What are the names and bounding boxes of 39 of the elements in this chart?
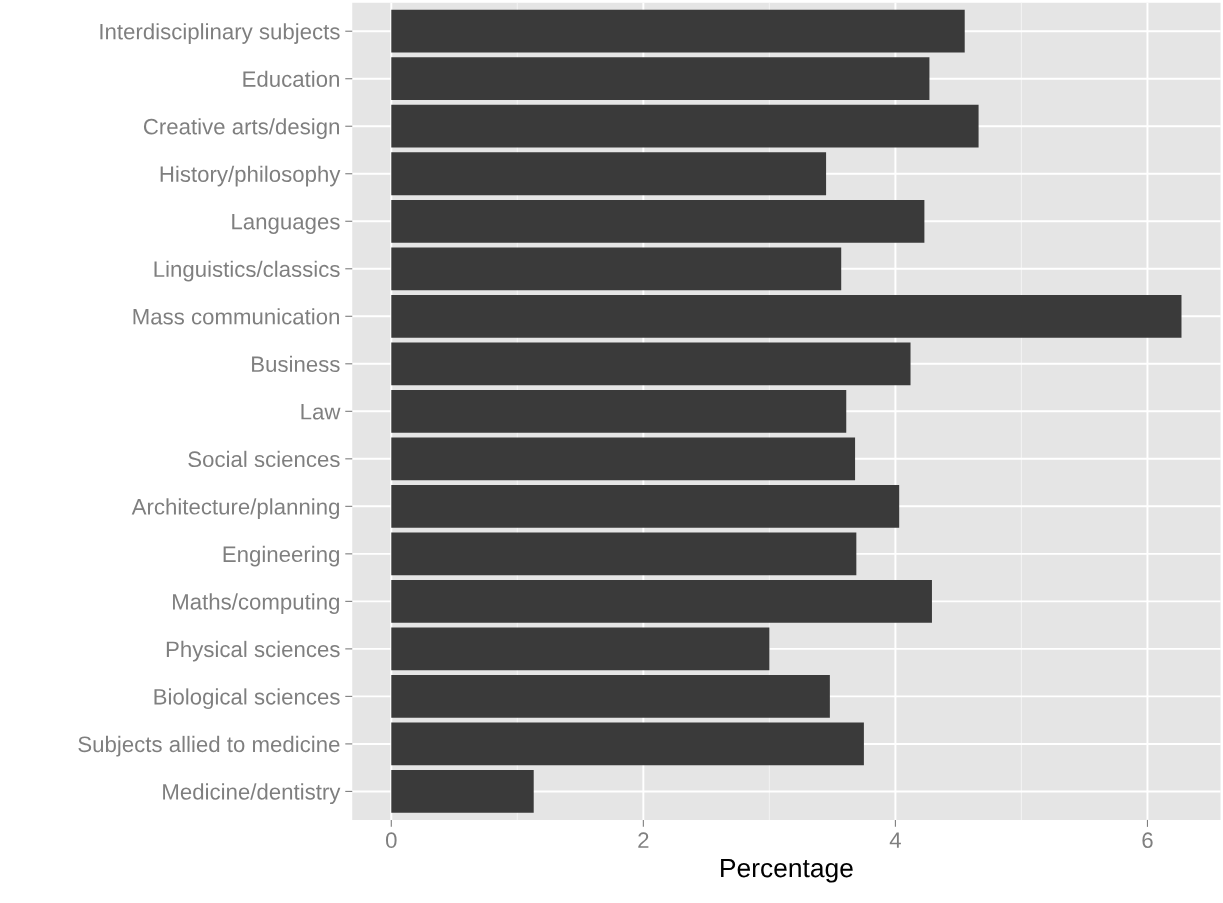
bar (391, 389, 847, 433)
y-tick-label: Creative arts/design (143, 118, 339, 139)
bar (391, 579, 932, 623)
y-tick-label: Education (243, 70, 339, 87)
x-tick-label: 6 (1142, 832, 1153, 849)
y-tick-label: Languages (232, 214, 340, 234)
bar (391, 294, 1182, 338)
x-tick-label: 4 (889, 832, 901, 848)
bar (391, 484, 900, 528)
y-tick-label: Biological sciences (154, 688, 340, 710)
bar (391, 675, 830, 718)
y-tick-label: Engineering (223, 545, 339, 567)
bar (391, 247, 842, 291)
bar (391, 57, 930, 101)
y-tick-label: Architecture/planning (131, 498, 339, 519)
y-tick-label: Medicine/dentistry (163, 783, 341, 805)
y-tick-label: Business (252, 355, 340, 373)
y-tick-label: Maths/computing (173, 593, 339, 615)
y-tick-label: History/philosophy (160, 165, 341, 187)
y-tick-label: Physical sciences (166, 640, 340, 662)
y-tick-label: Mass communication (133, 308, 339, 325)
bar (391, 9, 965, 53)
bar (391, 532, 857, 576)
y-tick-label: Social sciences (188, 450, 340, 468)
y-tick-label: Subjects allied to medicine (78, 735, 340, 757)
bar (391, 199, 925, 243)
y-tick-label: Linguistics/classics (154, 260, 340, 282)
y-tick-label: Interdisciplinary subjects (100, 23, 340, 44)
y-tick-label: Law (301, 404, 341, 420)
x-tick-label: 2 (638, 832, 649, 848)
bar (391, 437, 856, 481)
bar (391, 722, 864, 766)
bar (391, 627, 770, 671)
bar (391, 152, 827, 196)
bar (391, 770, 534, 813)
bar (391, 342, 911, 386)
bar (391, 104, 979, 148)
x-axis-title: Percentage (721, 858, 853, 883)
x-tick-label: 0 (385, 832, 397, 849)
